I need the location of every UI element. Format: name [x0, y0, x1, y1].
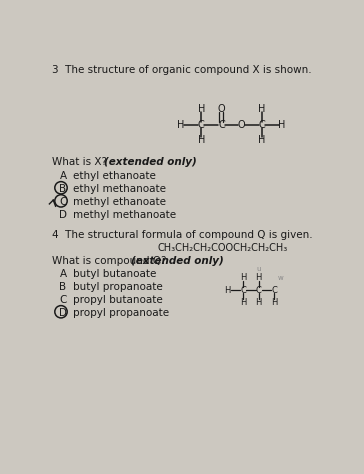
Text: CH₃CH₂CH₂COOCH₂CH₂CH₃: CH₃CH₂CH₂COOCH₂CH₂CH₃	[158, 243, 288, 253]
Text: butyl propanoate: butyl propanoate	[73, 282, 162, 292]
Text: C: C	[256, 286, 262, 295]
Text: B: B	[59, 184, 67, 194]
Text: What is compound Q?: What is compound Q?	[52, 255, 166, 265]
Text: propyl butanoate: propyl butanoate	[73, 295, 162, 305]
Text: H: H	[278, 119, 286, 130]
Text: 3  The structure of organic compound X is shown.: 3 The structure of organic compound X is…	[52, 64, 311, 74]
Text: propyl propanoate: propyl propanoate	[73, 308, 169, 318]
Text: H: H	[256, 298, 262, 307]
Text: C: C	[198, 119, 205, 130]
Text: D: D	[59, 210, 67, 220]
Text: H: H	[256, 273, 262, 283]
Text: (extended only): (extended only)	[104, 157, 196, 167]
Text: B: B	[59, 282, 67, 292]
Text: C: C	[271, 286, 277, 295]
Text: H: H	[258, 135, 265, 145]
Text: w: w	[277, 275, 283, 281]
Text: C: C	[59, 197, 67, 207]
Text: C: C	[59, 295, 67, 305]
Text: What is X?: What is X?	[52, 157, 107, 167]
Text: C: C	[240, 286, 246, 295]
Text: methyl methanoate: methyl methanoate	[73, 210, 176, 220]
Text: (extended only): (extended only)	[131, 255, 223, 265]
Text: H: H	[225, 286, 231, 295]
Text: H: H	[271, 298, 277, 307]
Text: O: O	[238, 119, 245, 130]
Text: 4  The structural formula of compound Q is given.: 4 The structural formula of compound Q i…	[52, 230, 312, 240]
Text: H: H	[177, 119, 185, 130]
Text: butyl butanoate: butyl butanoate	[73, 269, 156, 279]
Text: ethyl ethanoate: ethyl ethanoate	[73, 171, 155, 181]
Text: C: C	[218, 119, 225, 130]
Text: D: D	[59, 308, 67, 318]
Text: H: H	[198, 104, 205, 114]
Text: ethyl methanoate: ethyl methanoate	[73, 184, 166, 194]
Text: O: O	[218, 104, 225, 114]
Text: H: H	[240, 273, 246, 283]
Text: A: A	[59, 171, 67, 181]
Text: H: H	[198, 135, 205, 145]
Text: H: H	[240, 298, 246, 307]
Text: H: H	[258, 104, 265, 114]
Text: methyl ethanoate: methyl ethanoate	[73, 197, 166, 207]
Text: C: C	[258, 119, 265, 130]
Text: A: A	[59, 269, 67, 279]
Text: u: u	[256, 265, 261, 272]
